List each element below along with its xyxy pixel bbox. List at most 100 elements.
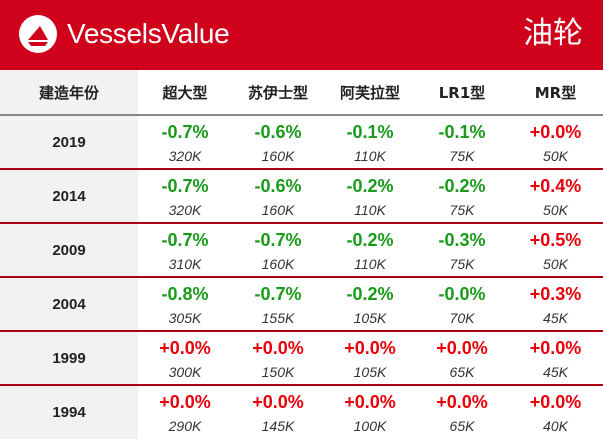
build-year-cell: 2019 — [0, 115, 138, 170]
value-cell: -0.6% 160K — [232, 169, 324, 224]
change-percent: -0.6% — [254, 176, 302, 196]
value-cell: -0.0% 70K — [416, 277, 508, 332]
vesselsvalue-logo-icon — [19, 15, 57, 53]
vessel-value: 100K — [353, 418, 387, 434]
change-percent: +0.0% — [159, 338, 211, 358]
logo-text: VesselsValue — [67, 18, 230, 49]
vessel-value: 320K — [168, 202, 202, 218]
value-cell: -0.7% 155K — [232, 277, 324, 332]
value-cell: +0.4% 50K — [508, 169, 603, 224]
vessel-value: 40K — [543, 418, 568, 434]
vessel-value: 310K — [168, 256, 202, 272]
tanker-value-table: 建造年份 超大型 苏伊士型 阿芙拉型 LR1型 MR型 2019 -0.7% 320… — [0, 70, 603, 439]
vessel-value: 70K — [449, 310, 475, 326]
page-title: 油轮 — [523, 16, 583, 51]
build-year-cell: 1999 — [0, 331, 138, 386]
value-cell: +0.0% 150K — [232, 331, 324, 386]
change-percent: -0.8% — [161, 284, 209, 304]
value-cell: -0.7% 320K — [138, 169, 232, 224]
table-row: 1999 +0.0% 300K +0.0% 150K +0.0% 105K +0.0% 65K +… — [0, 331, 603, 386]
vessel-value: 320K — [168, 148, 202, 164]
change-percent: +0.0% — [252, 338, 304, 358]
value-cell: -0.7% 310K — [138, 223, 232, 278]
change-percent: +0.0% — [252, 392, 304, 412]
change-percent: +0.0% — [436, 392, 488, 412]
vessel-value: 50K — [543, 202, 568, 218]
vessel-value: 155K — [261, 310, 295, 326]
value-cell: -0.3% 75K — [416, 223, 508, 278]
value-cell: -0.1% 110K — [324, 115, 416, 170]
change-percent: +0.0% — [344, 338, 396, 358]
change-percent: +0.0% — [344, 392, 396, 412]
value-cell: +0.5% 50K — [508, 223, 603, 278]
build-year-cell: 1994 — [0, 385, 138, 439]
column-header-aframax: 阿芙拉型 — [324, 70, 416, 116]
vessel-value: 105K — [353, 310, 387, 326]
table-row: 1994 +0.0% 290K +0.0% 145K +0.0% 100K +0.0% 65K +… — [0, 385, 603, 439]
change-percent: -0.1% — [438, 122, 486, 142]
value-cell: +0.0% 100K — [324, 385, 416, 439]
value-cell: -0.8% 305K — [138, 277, 232, 332]
build-year-cell: 2009 — [0, 223, 138, 278]
value-cell: -0.2% 75K — [416, 169, 508, 224]
change-percent: -0.7% — [254, 230, 302, 250]
change-percent: +0.5% — [529, 230, 582, 250]
change-percent: -0.7% — [161, 176, 209, 196]
vessel-value: 75K — [449, 256, 475, 272]
header-bar: VesselsValue 油轮 — [0, 0, 603, 70]
change-percent: +0.0% — [529, 338, 582, 358]
value-cell: -0.2% 110K — [324, 169, 416, 224]
change-percent: +0.0% — [436, 338, 488, 358]
vessel-value: 45K — [543, 310, 568, 326]
value-cell: +0.0% 50K — [508, 115, 603, 170]
value-cell: -0.6% 160K — [232, 115, 324, 170]
vessel-value: 145K — [261, 418, 295, 434]
change-percent: -0.7% — [161, 230, 209, 250]
value-cell: +0.0% 105K — [324, 331, 416, 386]
change-percent: -0.2% — [346, 284, 394, 304]
change-percent: -0.2% — [346, 176, 394, 196]
column-header-suezmax: 苏伊士型 — [232, 70, 324, 116]
value-cell: +0.0% 65K — [416, 331, 508, 386]
vessel-value: 65K — [449, 364, 475, 380]
value-cell: +0.0% 45K — [508, 331, 603, 386]
build-year-cell: 2004 — [0, 277, 138, 332]
change-percent: -0.0% — [438, 284, 486, 304]
table-row: 2004 -0.8% 305K -0.7% 155K -0.2% 105K -0.0% 70K +… — [0, 277, 603, 332]
value-cell: +0.0% 40K — [508, 385, 603, 439]
vessel-value: 65K — [449, 418, 475, 434]
table-row: 2009 -0.7% 310K -0.7% 160K -0.2% 110K -0.3% 75K +… — [0, 223, 603, 278]
change-percent: +0.3% — [529, 284, 582, 304]
vessel-value: 160K — [261, 256, 295, 272]
change-percent: +0.0% — [159, 392, 211, 412]
table-header-row: 建造年份 超大型 苏伊士型 阿芙拉型 LR1型 MR型 — [0, 70, 603, 116]
value-cell: -0.2% 105K — [324, 277, 416, 332]
vessel-value: 45K — [543, 364, 568, 380]
vessel-value: 105K — [353, 364, 387, 380]
value-cell: +0.0% 290K — [138, 385, 232, 439]
change-percent: +0.0% — [529, 392, 582, 412]
change-percent: -0.2% — [346, 230, 394, 250]
vessel-value: 305K — [168, 310, 202, 326]
change-percent: -0.7% — [161, 122, 209, 142]
change-percent: +0.4% — [529, 176, 582, 196]
column-header-build-year: 建造年份 — [0, 70, 138, 116]
change-percent: -0.1% — [346, 122, 394, 142]
value-cell: +0.3% 45K — [508, 277, 603, 332]
value-cell: +0.0% 145K — [232, 385, 324, 439]
table-row: 2014 -0.7% 320K -0.6% 160K -0.2% 110K -0.2% 75K +… — [0, 169, 603, 224]
vessel-value: 50K — [543, 148, 568, 164]
vessel-value: 160K — [261, 202, 295, 218]
vessel-value: 300K — [168, 364, 202, 380]
value-cell: -0.7% 320K — [138, 115, 232, 170]
column-header-mr: MR型 — [508, 70, 603, 116]
value-cell: -0.7% 160K — [232, 223, 324, 278]
vessel-value: 290K — [168, 418, 202, 434]
table-row: 2019 -0.7% 320K -0.6% 160K -0.1% 110K -0.1% 75K +… — [0, 115, 603, 170]
vessel-value: 75K — [449, 148, 475, 164]
vessel-value: 110K — [354, 202, 386, 218]
brand-logo[interactable]: VesselsValue — [18, 14, 230, 54]
column-header-lr1: LR1型 — [416, 70, 508, 116]
vessel-value: 50K — [543, 256, 568, 272]
value-cell: +0.0% 300K — [138, 331, 232, 386]
